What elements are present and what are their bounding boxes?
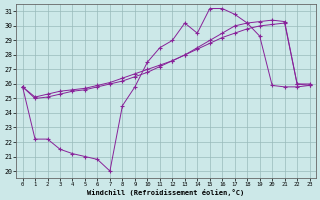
X-axis label: Windchill (Refroidissement éolien,°C): Windchill (Refroidissement éolien,°C)	[87, 189, 245, 196]
